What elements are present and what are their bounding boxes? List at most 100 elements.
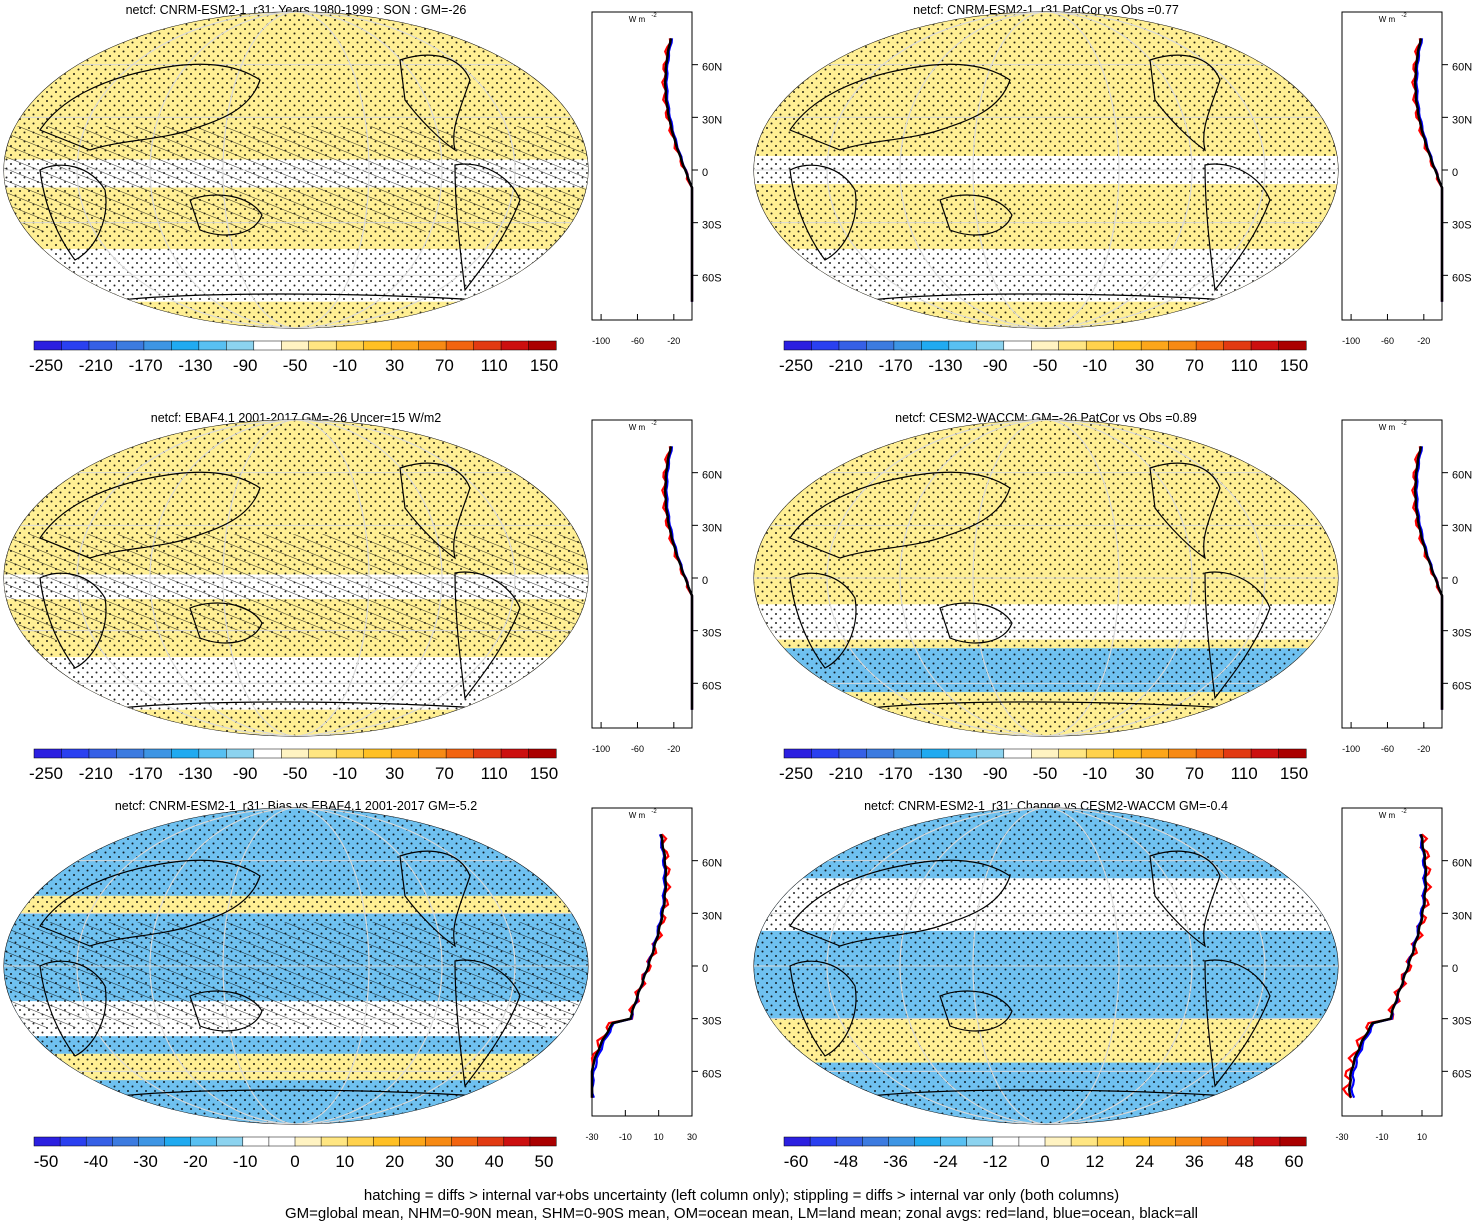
zonal-lat-label: 0 xyxy=(702,575,708,587)
colorbar-label: -210 xyxy=(829,764,863,783)
colorbar-swatch xyxy=(888,1136,916,1147)
zonal-land-curve xyxy=(590,833,672,1098)
zonal-mean-plot: W m -2 -100 -60 -20 60N 30N 0 30S 60S xyxy=(1341,419,1472,754)
hatching xyxy=(4,534,588,640)
coastline xyxy=(939,194,1013,236)
graticule xyxy=(899,420,1193,736)
zonal-lat-label: 60S xyxy=(702,680,722,692)
colorbar-swatch xyxy=(1168,340,1197,351)
colorbar-swatch xyxy=(1085,748,1115,759)
colorbar-swatch xyxy=(226,748,255,759)
coastline xyxy=(1204,959,1271,1088)
zonal-frame xyxy=(1341,11,1443,321)
colorbar-swatch xyxy=(1123,1136,1150,1147)
zonal-unit: W m xyxy=(1379,811,1396,820)
colorbar-swatch xyxy=(143,748,172,759)
colorbar-label: 30 xyxy=(385,764,404,783)
colorbar-swatch xyxy=(253,340,282,351)
colorbar-swatch xyxy=(1031,340,1060,351)
zonal-lat-label: 60S xyxy=(1452,1068,1472,1080)
colorbar: -250 -210 -170 -130 -90 -50 -10 30 70 110 150 xyxy=(779,748,1308,783)
colorbar-swatch xyxy=(59,1136,87,1147)
colorbar-swatch xyxy=(473,340,502,351)
colorbar-swatch xyxy=(418,340,447,351)
zonal-all-curve xyxy=(663,446,694,710)
zonal-lat-label: 60S xyxy=(1452,272,1472,284)
colorbar-swatch xyxy=(61,340,90,351)
colorbar-label: -90 xyxy=(983,764,1008,783)
colorbar-label: 0 xyxy=(1040,1152,1049,1171)
colorbar-swatch xyxy=(1044,1136,1072,1147)
colorbar-label: -90 xyxy=(233,764,258,783)
coastline xyxy=(789,572,857,669)
zonal-frame xyxy=(1341,419,1443,729)
colorbar-swatch xyxy=(893,748,922,759)
zonal-lat-label: 60S xyxy=(702,1068,722,1080)
coastline xyxy=(399,462,471,560)
panel-1: netcf: CNRM-ESM2-1_r31: Years 1980-1999 … xyxy=(3,3,722,375)
colorbar-swatch xyxy=(1018,1136,1046,1147)
colorbar-label: -48 xyxy=(834,1152,859,1171)
colorbar-swatch xyxy=(445,748,475,759)
zonal-tick-label: -20 xyxy=(1417,336,1430,346)
zonal-lat-label: 0 xyxy=(702,963,708,975)
zonal-tick-label: -60 xyxy=(1381,336,1394,346)
hatching xyxy=(4,126,588,232)
zonal-tick-label: -100 xyxy=(1342,744,1360,754)
colorbar-swatch xyxy=(363,748,392,759)
colorbar-swatch xyxy=(390,340,420,351)
zonal-tick-label: -100 xyxy=(592,336,610,346)
zonal-lat-label: 30S xyxy=(702,220,722,232)
colorbar-swatch xyxy=(281,340,310,351)
colorbar-swatch xyxy=(1113,748,1142,759)
colorbar-swatch xyxy=(976,748,1005,759)
zonal-unit-sup: -2 xyxy=(1401,13,1407,19)
zonal-mean-plot: W m -2 -100 -60 -20 60N 30N 0 30S 60S xyxy=(1341,11,1472,346)
colorbar: -250 -210 -170 -130 -90 -50 -10 30 70 110 150 xyxy=(779,340,1308,375)
colorbar-label: 30 xyxy=(385,356,404,375)
colorbar-label: 30 xyxy=(435,1152,454,1171)
colorbar-label: -20 xyxy=(183,1152,208,1171)
colorbar-swatch xyxy=(1140,340,1170,351)
colorbar-label: 70 xyxy=(435,356,454,375)
footer-hatching-note: hatching = diffs > internal var+obs unce… xyxy=(363,1187,1120,1204)
colorbar-swatch xyxy=(61,748,90,759)
zonal-lat-label: 60N xyxy=(702,858,722,870)
colorbar-label: 30 xyxy=(1135,764,1154,783)
colorbar-swatch xyxy=(783,340,813,351)
colorbar-label: -250 xyxy=(779,356,813,375)
zonal-tick-label: 10 xyxy=(654,1132,664,1142)
colorbar-label: -170 xyxy=(129,764,163,783)
colorbar-swatch xyxy=(198,748,227,759)
zonal-tick-label: -100 xyxy=(1342,336,1360,346)
zonal-lat-label: 30S xyxy=(1452,1016,1472,1028)
coastline xyxy=(869,293,1231,301)
coastline xyxy=(399,850,471,948)
graticule xyxy=(222,12,370,328)
colorbar-label: -90 xyxy=(233,356,258,375)
zonal-lat-label: 60N xyxy=(1452,470,1472,482)
colorbar-swatch xyxy=(418,748,447,759)
panel-title: netcf: CNRM-ESM2-1_r31: Years 1980-1999 … xyxy=(126,3,467,17)
zonal-unit: W m xyxy=(629,15,646,24)
colorbar-label: 150 xyxy=(1280,764,1308,783)
colorbar-label: -170 xyxy=(879,764,913,783)
colorbar-swatch xyxy=(992,1136,1020,1147)
colorbar-swatch xyxy=(1250,748,1280,759)
colorbar-label: 40 xyxy=(485,1152,504,1171)
colorbar-swatch xyxy=(363,340,392,351)
colorbar-label: -90 xyxy=(983,356,1008,375)
graticule xyxy=(972,12,1120,328)
coastline xyxy=(119,701,481,709)
zonal-tick-label: 30 xyxy=(687,1132,697,1142)
zonal-lat-label: 0 xyxy=(702,167,708,179)
colorbar-swatch xyxy=(1070,1136,1098,1147)
colorbar-label: 110 xyxy=(481,764,508,783)
colorbar-label: 60 xyxy=(1285,1152,1304,1171)
colorbar-swatch xyxy=(529,1136,557,1147)
coastline xyxy=(789,164,857,261)
zonal-ocean-curve xyxy=(665,38,694,302)
colorbar-swatch xyxy=(399,1136,427,1147)
coastline xyxy=(939,602,1013,644)
coastline xyxy=(399,54,471,152)
